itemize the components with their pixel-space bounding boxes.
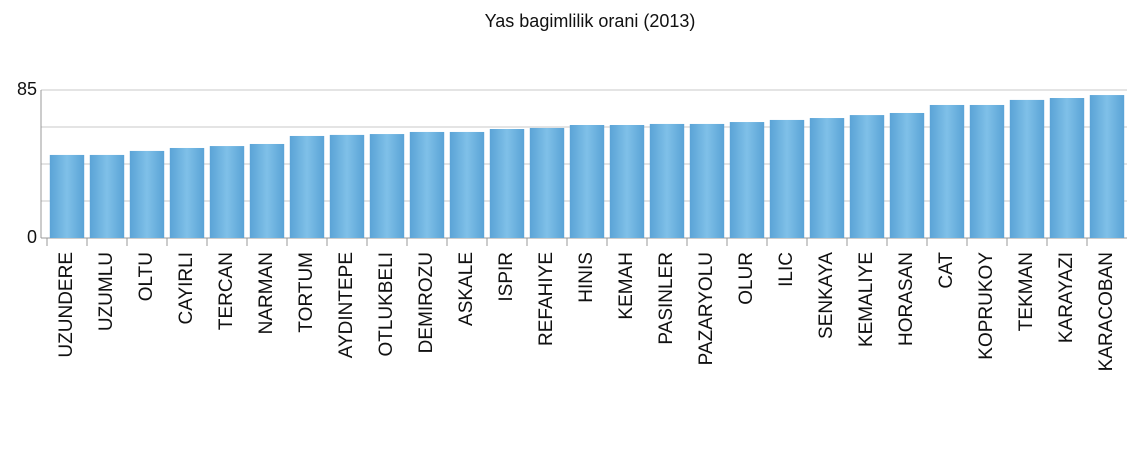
x-tick-label: KARACOBAN [1096,252,1117,371]
bar [49,154,85,238]
x-tick-label: NARMAN [256,252,277,334]
bar [369,134,405,238]
bar [529,127,565,238]
x-tick-label: OLTU [136,252,157,301]
bar [729,122,765,238]
bar [889,112,925,238]
y-tick-label: 0 [27,227,37,247]
bar [1009,99,1045,238]
bar [569,124,605,238]
x-tick-label: TERCAN [216,252,237,330]
x-tick-label: KEMALIYE [856,252,877,347]
x-tick-label: CAYIRLI [176,252,197,325]
bar [329,134,365,238]
x-tick-label: OLUR [736,252,757,305]
x-tick-label: KOPRUKOY [976,252,997,360]
x-tick-label: SENKAYA [816,252,837,339]
chart-title: Yas bagimlilik orani (2013) [485,11,696,31]
bar [89,154,125,238]
x-tick-label: ILIC [776,252,797,287]
x-tick-label: OTLUKBELI [376,252,397,357]
bar [649,123,685,238]
x-tick-label: UZUMLU [96,252,117,331]
x-tick-label: DEMIROZU [416,252,437,353]
bar [129,150,165,238]
bar [849,115,885,238]
bar [209,146,245,238]
bar [489,129,525,238]
x-tick-label: PASINLER [656,252,677,345]
x-tick-label: REFAHIYE [536,252,557,346]
bar [409,131,445,238]
x-tick-label: CAT [936,252,957,289]
bar [1089,95,1125,238]
bar [969,104,1005,238]
x-tick-label: PAZARYOLU [696,252,717,365]
x-tick-label: KARAYAZI [1056,252,1077,343]
x-tick-label: HINIS [576,252,597,303]
bar [609,124,645,238]
x-tick-label: TORTUM [296,252,317,333]
x-tick-label: ASKALE [456,252,477,326]
x-tick-label: HORASAN [896,252,917,346]
bar [249,143,285,238]
bar [1049,98,1085,238]
x-tick-label: KEMAH [616,252,637,320]
bar [169,147,205,238]
bar [289,135,325,238]
x-tick-label: TEKMAN [1016,252,1037,331]
x-tick-label: ISPIR [496,252,517,302]
x-tick-label: UZUNDERE [56,252,77,358]
bar [929,104,965,238]
x-tick-label: AYDINTEPE [336,252,357,358]
bar [809,118,845,238]
y-tick-label: 85 [17,79,37,99]
bar [449,131,485,238]
bar [689,123,725,238]
bar [769,119,805,238]
